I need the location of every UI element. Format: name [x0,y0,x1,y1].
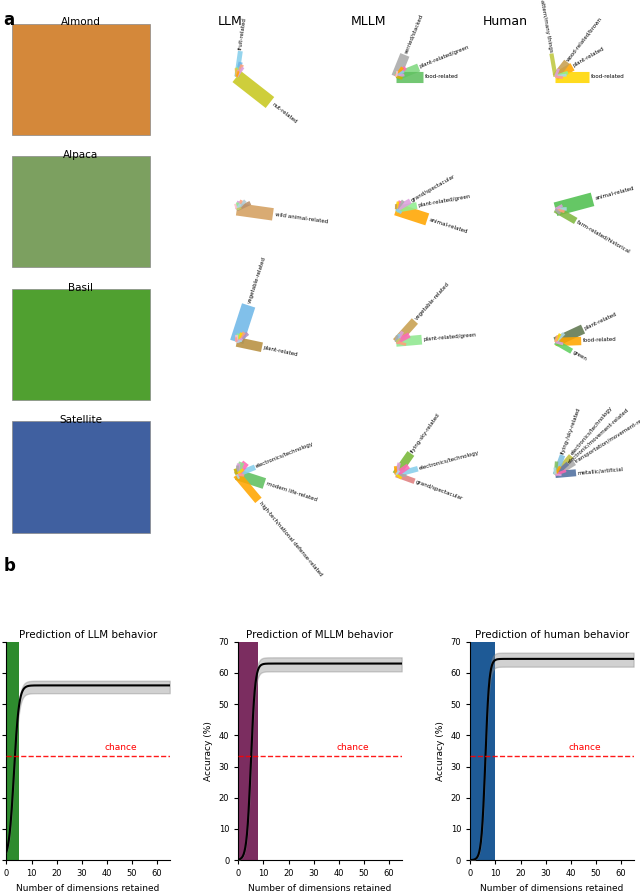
Text: plant-related/green: plant-related/green [419,45,470,69]
Text: plant-related: plant-related [572,47,605,68]
Text: transportation/movement-related: transportation/movement-related [574,410,640,464]
Text: Alpaca: Alpaca [63,150,99,159]
Text: serried/stacked: serried/stacked [403,13,424,55]
FancyBboxPatch shape [12,23,150,134]
Text: chance: chance [337,743,369,752]
Text: food-related: food-related [582,337,616,343]
Text: grand/spectacular: grand/spectacular [410,173,456,202]
Text: electronics/technology: electronics/technology [255,441,315,470]
Text: electronics/technology: electronics/technology [419,450,480,470]
Text: MLLM: MLLM [350,15,386,29]
Text: LLM: LLM [218,15,243,29]
Text: farm-related/historical: farm-related/historical [576,220,632,254]
Text: animal-related: animal-related [428,218,468,235]
Text: Basil: Basil [68,282,93,292]
Text: wild animal-related: wild animal-related [275,212,328,225]
Text: wood-related/brown: wood-related/brown [566,16,604,63]
FancyBboxPatch shape [12,289,150,400]
Bar [238,642,259,860]
Y-axis label: Accuracy (%): Accuracy (%) [204,721,213,781]
Text: fruit-related: fruit-related [238,17,248,50]
Text: flying-/sky-related: flying-/sky-related [561,407,582,455]
Text: metallic/artificial: metallic/artificial [577,466,623,475]
X-axis label: Number of dimensions retained: Number of dimensions retained [248,883,392,892]
Title: Prediction of LLM behavior: Prediction of LLM behavior [19,630,157,640]
Text: plant-related/green: plant-related/green [423,332,477,342]
Text: flying-sky-related: flying-sky-related [410,411,441,453]
FancyBboxPatch shape [12,421,150,532]
Text: electronics/technology: electronics/technology [570,406,614,456]
X-axis label: Number of dimensions retained: Number of dimensions retained [480,883,623,892]
Text: high-tech/national defense-related: high-tech/national defense-related [258,500,323,577]
Text: food-related: food-related [425,74,459,79]
Text: b: b [3,557,15,575]
Text: food-related: food-related [591,74,625,79]
Text: animal-related: animal-related [594,185,634,201]
Text: chance: chance [568,743,601,752]
Text: nut-related: nut-related [271,102,298,125]
Text: green: green [572,349,588,362]
Text: electronic/movement-related: electronic/movement-related [567,407,630,464]
Text: modern life-related: modern life-related [265,482,317,503]
Text: plant-related: plant-related [584,311,618,331]
Text: plant-related/green: plant-related/green [418,194,471,208]
Text: vegetable-related: vegetable-related [247,256,267,304]
Y-axis label: Accuracy (%): Accuracy (%) [436,721,445,781]
Text: plant-related: plant-related [263,345,299,358]
Text: chance: chance [104,743,137,752]
Bar [470,642,495,860]
FancyBboxPatch shape [12,156,150,267]
Text: coarse pattern/many things: coarse pattern/many things [536,0,554,53]
Text: Satellite: Satellite [60,415,102,426]
Bar [6,642,19,860]
Text: vegetable-related: vegetable-related [414,281,451,322]
Title: Prediction of human behavior: Prediction of human behavior [475,630,629,640]
Text: grand/spectacular: grand/spectacular [415,479,464,501]
Text: Almond: Almond [61,17,101,27]
X-axis label: Number of dimensions retained: Number of dimensions retained [17,883,160,892]
Text: a: a [3,11,14,29]
Text: Human: Human [483,15,528,29]
Title: Prediction of MLLM behavior: Prediction of MLLM behavior [246,630,394,640]
